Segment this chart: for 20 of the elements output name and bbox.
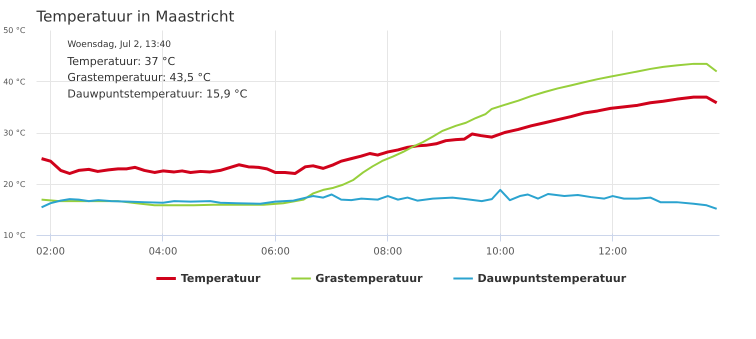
legend-label: Grastemperatuur: [315, 272, 423, 284]
y-tick-label: 30 °C: [3, 128, 26, 138]
x-tick-label: 12:00: [598, 246, 628, 258]
annotation: Dauwpuntstemperatuur: 15,9 °C: [67, 88, 248, 101]
y-tick-label: 40 °C: [3, 77, 26, 86]
legend-label: Temperatuur: [180, 272, 260, 284]
y-tick-label: 50 °C: [3, 26, 26, 35]
legend-label: Dauwpuntstemperatuur: [478, 272, 626, 284]
chart-title: Temperatuur in Maastricht: [36, 8, 234, 26]
y-tick-label: 10 °C: [3, 231, 26, 240]
x-tick-label: 04:00: [148, 246, 178, 258]
x-tick-label: 08:00: [373, 246, 402, 258]
y-tick-label: 20 °C: [3, 180, 26, 189]
x-tick-label: 10:00: [486, 246, 515, 258]
annotation: Woensdag, Jul 2, 13:40: [67, 40, 172, 50]
x-tick-label: 02:00: [36, 246, 65, 258]
line-series: [40, 188, 718, 210]
x-tick-label: 06:00: [261, 246, 290, 258]
annotation: Grastemperatuur: 43,5 °C: [67, 71, 212, 84]
annotation: Temperatuur: 37 °C: [66, 54, 176, 68]
